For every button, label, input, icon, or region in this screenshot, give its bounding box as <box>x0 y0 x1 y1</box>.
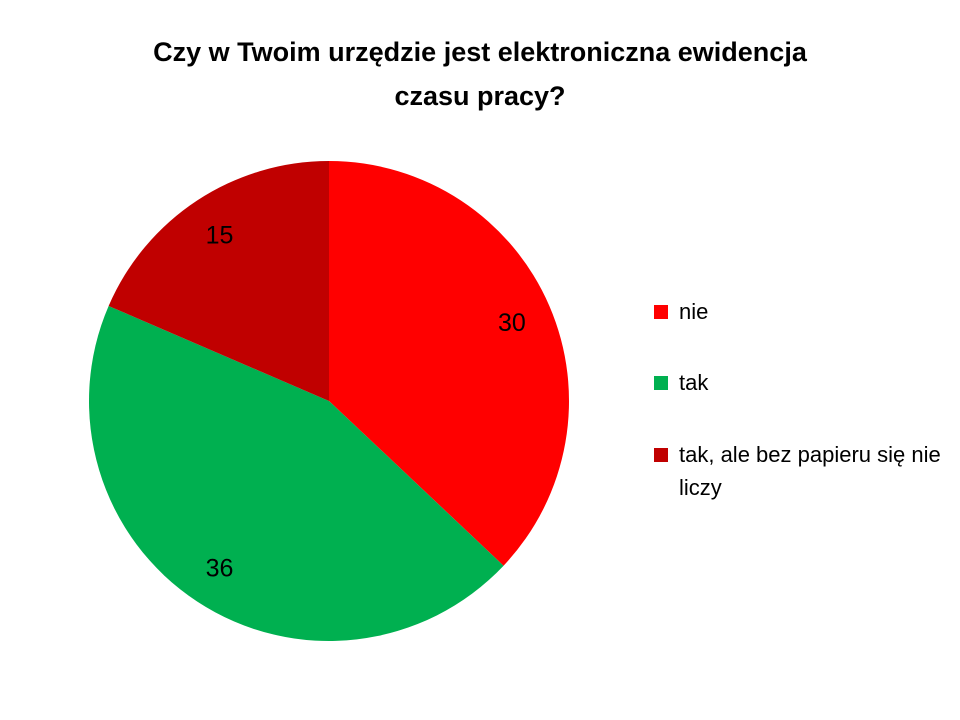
legend-swatch-tak <box>654 376 668 390</box>
pie-slice-nie <box>329 161 570 566</box>
legend-item-tak: tak <box>654 366 944 399</box>
pie-slice-tak-ale-bez-papieru-si-nie-liczy <box>108 161 329 401</box>
legend-label-nie: nie <box>679 299 709 324</box>
legend-swatch-tak-bez-papieru <box>654 448 668 462</box>
legend-label-tak-bez-papieru: tak, ale bez papieru się nie liczy <box>679 442 941 500</box>
legend-item-nie: nie <box>654 295 944 328</box>
data-label-nie: 30 <box>498 309 526 337</box>
legend-label-tak: tak <box>679 370 709 395</box>
chart-title-line-1: Czy w Twoim urzędzie jest elektroniczna … <box>153 37 807 67</box>
data-label-tak-ale-bez-papieru-si-nie-liczy: 15 <box>206 222 234 250</box>
chart-title-line-2: czasu pracy? <box>394 81 566 111</box>
data-label-tak: 36 <box>206 554 234 582</box>
legend-swatch-nie <box>654 305 668 319</box>
chart-title: Czy w Twoim urzędzie jest elektroniczna … <box>110 30 850 118</box>
pie-slice-tak <box>88 305 504 642</box>
legend-item-tak-bez-papieru: tak, ale bez papieru się nie liczy <box>654 438 944 504</box>
